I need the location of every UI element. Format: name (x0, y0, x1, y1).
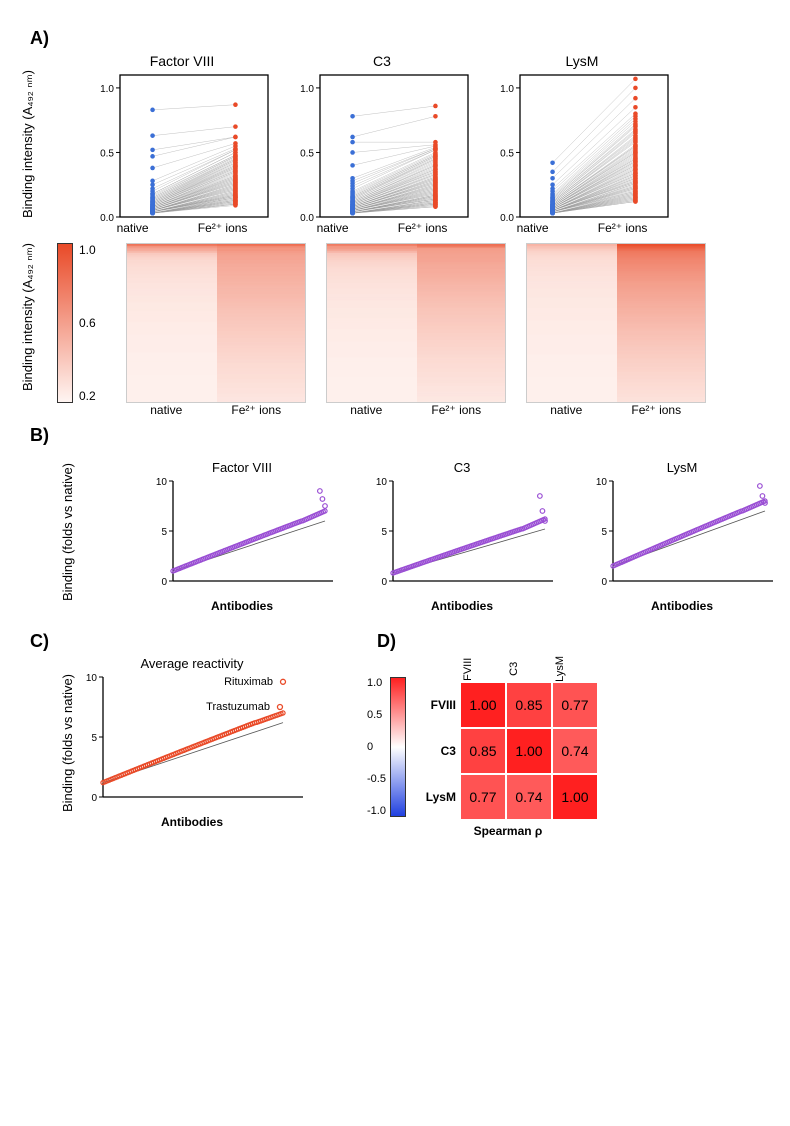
corr-row-label: C3 (418, 744, 460, 758)
xaxis-cats: nativeFe²⁺ ions (92, 221, 272, 235)
xaxis-cats: nativeFe²⁺ ions (292, 221, 472, 235)
panel-d-label: D) (377, 631, 600, 652)
svg-text:1.0: 1.0 (100, 84, 114, 95)
panel-a-label: A) (30, 28, 770, 49)
svg-text:0: 0 (91, 793, 97, 804)
svg-text:0: 0 (161, 577, 167, 588)
corr-xlabel: Spearman ρ (416, 824, 600, 838)
svg-text:10: 10 (156, 477, 168, 488)
svg-text:0.0: 0.0 (100, 213, 114, 221)
corr-row: LysM0.770.741.00 (418, 774, 598, 820)
svg-text:5: 5 (601, 527, 607, 538)
corr-cell: 1.00 (506, 728, 552, 774)
svg-text:10: 10 (86, 673, 98, 684)
svg-text:10: 10 (596, 477, 608, 488)
svg-text:1.0: 1.0 (500, 84, 514, 95)
corr-cell: 1.00 (460, 682, 506, 728)
corr-row-label: LysM (418, 790, 460, 804)
svg-text:0: 0 (381, 577, 387, 588)
corr-cell: 0.74 (552, 728, 598, 774)
svg-text:5: 5 (161, 527, 167, 538)
panel-b-label: B) (30, 425, 770, 446)
chart-title: LysM (566, 53, 599, 69)
xaxis-cats: nativeFe²⁺ ions (526, 403, 706, 417)
svg-text:0.5: 0.5 (500, 148, 514, 159)
panel-a-ylabel: Binding intensity (A₄₉₂ ₙₘ) (20, 70, 35, 218)
panel-c-label: C) (30, 631, 307, 652)
svg-text:0.0: 0.0 (500, 213, 514, 221)
corr-row-label: FVIII (418, 698, 460, 712)
corr-cell: 0.77 (552, 682, 598, 728)
corr-row: C30.851.000.74 (418, 728, 598, 774)
svg-text:Trastuzumab: Trastuzumab (206, 701, 270, 713)
panel-a-heatmaps: nativeFe²⁺ ions nativeFe²⁺ ions nativeFe… (126, 243, 706, 417)
chart-title: Factor VIII (150, 53, 215, 69)
corr-cell: 1.00 (552, 774, 598, 820)
panel-b-xlabel: Antibodies (211, 599, 273, 613)
corr-legend-bar (390, 677, 406, 817)
corr-cell: 0.77 (460, 774, 506, 820)
corr-cell: 0.74 (506, 774, 552, 820)
corr-cell: 0.85 (506, 682, 552, 728)
svg-text:10: 10 (376, 477, 388, 488)
heat-legend-ticks: 1.0 0.6 0.2 (79, 243, 96, 403)
panel-b-xlabel: Antibodies (431, 599, 493, 613)
panel-b-row: Factor VIII 0 5 10 Antibodies C3 0 5 10 Anti… (147, 460, 777, 613)
corr-table-wrap: FVIIIC3LysM FVIII1.000.850.77 C30.851.00… (416, 656, 600, 838)
svg-text:0.5: 0.5 (300, 148, 314, 159)
panel-b-subtitle: LysM (667, 460, 698, 475)
panel-a-row: Factor VIII 0.0 0.5 1.0 nativeFe²⁺ ions C3… (92, 53, 672, 235)
svg-text:0.0: 0.0 (300, 213, 314, 221)
panel-b-ylabel: Binding (folds vs native) (60, 450, 75, 613)
heat-legend-bar (57, 243, 73, 403)
panel-b-xlabel: Antibodies (651, 599, 713, 613)
xaxis-cats: nativeFe²⁺ ions (492, 221, 672, 235)
svg-text:5: 5 (91, 733, 97, 744)
xaxis-cats: nativeFe²⁺ ions (326, 403, 506, 417)
svg-text:0: 0 (601, 577, 607, 588)
svg-text:Rituximab: Rituximab (224, 676, 273, 688)
panel-c-xlabel: Antibodies (161, 815, 223, 829)
panel-c-title: Average reactivity (140, 656, 243, 671)
corr-cell: 0.85 (460, 728, 506, 774)
corr-legend-ticks: 1.0 0.5 0 -0.5 -1.0 (367, 677, 386, 817)
panel-b-subtitle: Factor VIII (212, 460, 272, 475)
svg-text:0.5: 0.5 (100, 148, 114, 159)
panel-c-ylabel: Binding (folds vs native) (60, 656, 75, 829)
svg-text:1.0: 1.0 (300, 84, 314, 95)
panel-c-chart: Average reactivity 0 5 10 Rituximab Trastuzu… (77, 656, 307, 829)
xaxis-cats: nativeFe²⁺ ions (126, 403, 306, 417)
corr-row: FVIII1.000.850.77 (418, 682, 598, 728)
chart-title: C3 (373, 53, 391, 69)
panel-b-subtitle: C3 (454, 460, 471, 475)
corr-top-labels: FVIIIC3LysM (462, 656, 600, 682)
svg-text:5: 5 (381, 527, 387, 538)
panel-a-heat-ylabel: Binding intensity (A₄₉₂ ₙₘ) (20, 243, 35, 391)
